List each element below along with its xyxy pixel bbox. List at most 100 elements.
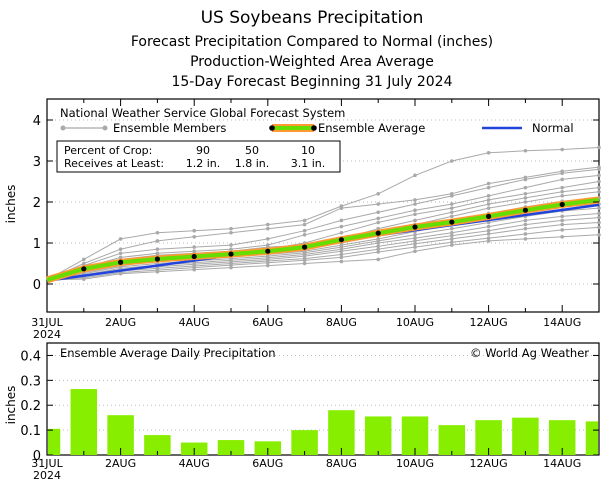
ensemble-member-point — [229, 263, 233, 267]
bottom-panel-frame — [46, 342, 600, 456]
ensemble-member-point — [302, 222, 307, 227]
ensemble-member-point — [155, 269, 160, 274]
percent-10: 10 — [301, 144, 315, 157]
top-y-tick-label: 2 — [33, 196, 41, 211]
ensemble-member-point — [450, 159, 454, 163]
ensemble-member-point — [302, 228, 307, 233]
ensemble-member-line — [46, 234, 600, 281]
bottom-x-tick-sublabel: 2024 — [33, 469, 61, 482]
daily-precip-bar — [438, 425, 466, 455]
ensemble-member-point — [266, 260, 270, 265]
ensemble-member-point — [302, 218, 307, 223]
bottom-y-axis-label: inches — [4, 386, 18, 425]
percentile-table-box — [56, 140, 341, 173]
bottom-x-tick-label: 4AUG — [179, 457, 210, 470]
ensemble-member-point — [597, 145, 601, 150]
ensemble-member-line — [46, 166, 600, 281]
legend-average-label: Ensemble Average — [318, 121, 425, 135]
ensemble-average-point — [265, 248, 271, 254]
top-x-tick-label: 10AUG — [396, 316, 434, 329]
bottom-x-tick-label: 10AUG — [396, 457, 434, 470]
ensemble-member-point — [450, 243, 454, 247]
ensemble-member-point — [523, 196, 528, 200]
ensemble-member-point — [82, 277, 86, 281]
chart-subtitle-3: 15-Day Forecast Beginning 31 July 2024 — [171, 74, 452, 90]
ensemble-member-point — [118, 247, 123, 251]
ensemble-member-point — [450, 226, 454, 231]
ensemble-member-point — [376, 216, 381, 221]
daily-precip-bar — [585, 421, 598, 455]
ensemble-member-point — [486, 194, 491, 198]
ensemble-member-point — [413, 245, 417, 249]
ensemble-member-point — [118, 237, 123, 241]
ensemble-member-point — [376, 241, 381, 245]
ensemble-member-point — [597, 179, 601, 184]
ensemble-member-point — [192, 267, 196, 272]
ensemble-average-point — [81, 266, 87, 272]
top-y-tick-label: 0 — [33, 278, 41, 293]
percentile-table: Percent of Crop: Receives at Least: 90 5… — [56, 140, 341, 173]
ensemble-member-point — [523, 226, 528, 231]
ensemble-member-line — [46, 222, 600, 281]
ensemble-member-point — [266, 222, 270, 227]
legend-members: Ensemble Members — [60, 121, 226, 135]
ensemble-member-point — [413, 239, 417, 243]
ensemble-member-point — [560, 222, 564, 227]
ensemble-member-point — [560, 177, 564, 182]
bottom-chart-title: Ensemble Average Daily Precipitation — [60, 346, 276, 360]
ensemble-member-point — [450, 237, 454, 241]
top-x-tick-label: 8AUG — [326, 316, 357, 329]
ensemble-member-point — [450, 194, 454, 198]
chart-subtitle-2: Production-Weighted Area Average — [190, 54, 434, 70]
daily-precip-bar — [144, 435, 171, 455]
bottom-x-tick-label: 31JUL — [31, 457, 63, 470]
ensemble-member-point — [486, 198, 491, 202]
bottom-x-tick-label: 14AUG — [543, 457, 581, 470]
ensemble-average-point — [412, 224, 418, 230]
ensemble-member-point — [229, 226, 233, 231]
ensemble-average-point — [154, 256, 160, 262]
ensemble-member-point — [450, 202, 454, 206]
bottom-x-tick-label: 2AUG — [105, 457, 136, 470]
ensemble-member-point — [413, 202, 417, 206]
ensemble-member-point — [597, 167, 601, 171]
ensemble-member-point — [560, 185, 564, 190]
ensemble-member-point — [486, 185, 491, 190]
ensemble-member-point — [450, 233, 454, 238]
ensemble-member-point — [192, 245, 196, 249]
ensemble-member-point — [413, 173, 417, 178]
daily-precip-bar — [70, 389, 98, 455]
ensemble-member-point — [413, 242, 417, 246]
daily-precip-bar — [48, 428, 61, 455]
top-x-tick-sublabel: 2024 — [33, 328, 61, 341]
ensemble-member-point — [450, 210, 454, 215]
ensemble-average-point — [375, 230, 381, 236]
ensemble-member-point — [155, 230, 160, 235]
ensemble-member-point — [560, 218, 564, 223]
ensemble-member-point — [229, 230, 233, 235]
ensemble-member-point — [486, 232, 491, 236]
legend-normal-label: Normal — [532, 121, 574, 135]
ensemble-average-point — [449, 219, 455, 225]
daily-precip-bar — [328, 410, 355, 455]
ensemble-member-point — [376, 250, 381, 254]
top-x-tick-label: 4AUG — [179, 316, 210, 329]
chart-title: US Soybeans Precipitation — [201, 8, 424, 28]
percent-row-label: Percent of Crop: — [64, 144, 152, 157]
ensemble-member-point — [486, 224, 491, 229]
bottom-gridlines — [47, 354, 599, 431]
bottom-x-tick-label: 8AUG — [326, 457, 357, 470]
ensemble-member-point — [339, 218, 344, 223]
legend-average-dot-left — [269, 125, 275, 131]
ensemble-member-point — [339, 230, 344, 235]
ensemble-member-point — [523, 148, 528, 153]
ensemble-member-point — [376, 192, 381, 196]
top-x-tick-label: 14AUG — [543, 316, 581, 329]
ensemble-member-point — [339, 255, 344, 260]
ensemble-member-point — [118, 271, 123, 276]
bottom-y-ticks: 0 0.1 0.2 0.3 0.4 — [20, 349, 599, 464]
ensemble-member-point — [339, 206, 344, 210]
ensemble-member-point — [376, 244, 381, 249]
